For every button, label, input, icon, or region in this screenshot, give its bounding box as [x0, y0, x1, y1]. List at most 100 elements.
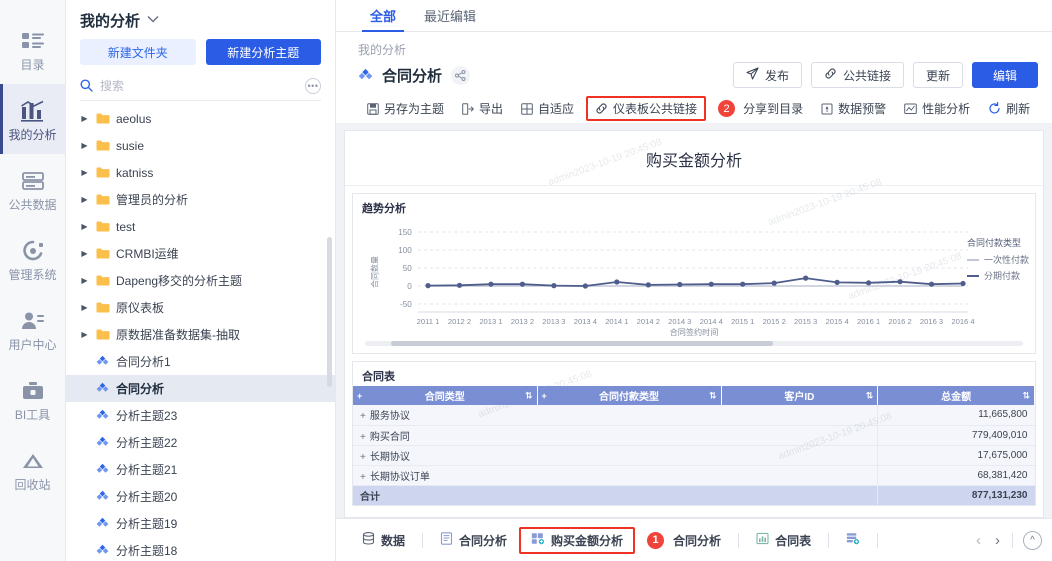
expand-triangle-icon[interactable]: ▶: [81, 222, 88, 231]
sidebar-item-my-analysis[interactable]: 我的分析: [0, 84, 66, 154]
svg-text:2016 2: 2016 2: [888, 317, 911, 326]
sort-icon[interactable]: ⇅: [1022, 390, 1030, 400]
expand-triangle-icon[interactable]: ▶: [81, 114, 88, 123]
performance-analysis-button[interactable]: 性能分析: [895, 97, 979, 120]
tree-topic-19[interactable]: 分析主题19: [66, 510, 335, 537]
chart-horizontal-scrollbar[interactable]: [365, 341, 1023, 346]
expand-plus-icon[interactable]: +: [360, 471, 366, 483]
expand-triangle-icon[interactable]: ▶: [81, 330, 88, 339]
tree-topic-22[interactable]: 分析主题22: [66, 429, 335, 456]
expand-plus-icon[interactable]: +: [360, 411, 366, 423]
chevron-right-icon[interactable]: ›: [995, 531, 1000, 549]
tree-folder-katniss[interactable]: ▶ katniss: [66, 159, 335, 186]
tree-folder-dapeng[interactable]: ▶ Dapeng移交的分析主题: [66, 267, 335, 294]
tree-topic-contract-analysis[interactable]: 合同分析: [66, 375, 335, 402]
sidebar-item-user-center[interactable]: 用户中心: [0, 294, 66, 364]
expand-triangle-icon[interactable]: ▶: [81, 249, 88, 258]
bottom-tab-contract-analysis[interactable]: 1 合同分析: [635, 528, 733, 553]
tree-topic-21[interactable]: 分析主题21: [66, 456, 335, 483]
tree-topic-contract-analysis-1[interactable]: 合同分析1: [66, 348, 335, 375]
public-data-icon: [20, 168, 46, 194]
tree-folder-test[interactable]: ▶ test: [66, 213, 335, 240]
expand-triangle-icon[interactable]: ▶: [81, 276, 88, 285]
expand-plus-icon[interactable]: +: [360, 431, 366, 443]
tree-topic-20[interactable]: 分析主题20: [66, 483, 335, 510]
sidebar-item-catalog[interactable]: 目录: [0, 14, 66, 84]
tree-scrollbar[interactable]: [327, 237, 332, 387]
refresh-button[interactable]: 刷新: [979, 97, 1039, 120]
sort-icon[interactable]: ⇅: [708, 390, 717, 400]
sidebar-item-recycle-bin[interactable]: 回收站: [0, 434, 66, 504]
cell-contract-type[interactable]: + 长期协议订单: [353, 465, 537, 486]
bottom-tab-contract-analysis-sheet[interactable]: 合同分析: [428, 528, 519, 553]
svg-text:0: 0: [407, 282, 412, 291]
cell-contract-type[interactable]: + 服务协议: [353, 405, 537, 426]
tree-item-label: 分析主题19: [116, 517, 178, 531]
share-icon[interactable]: [451, 65, 471, 85]
dashboard-icon: [531, 532, 545, 548]
chevron-down-icon[interactable]: [147, 15, 159, 26]
sort-icon[interactable]: ⇅: [865, 390, 874, 400]
expand-triangle-icon[interactable]: ▶: [81, 195, 88, 204]
cell-grand-total: 877,131,230: [877, 485, 1035, 505]
new-folder-button[interactable]: 新建文件夹: [80, 39, 196, 65]
col-contract-type[interactable]: + 合同类型 ⇅: [353, 386, 538, 405]
new-analysis-topic-button[interactable]: 新建分析主题: [205, 39, 321, 65]
expand-plus-icon[interactable]: +: [541, 390, 547, 401]
legend-item-installment[interactable]: 分期付款: [966, 269, 1029, 282]
expand-triangle-icon[interactable]: ▶: [81, 141, 88, 150]
trend-line-chart[interactable]: 150 100 50 0 -50 合同数量: [359, 218, 1029, 336]
expand-triangle-icon[interactable]: ▶: [81, 168, 88, 177]
col-customer-id[interactable]: 客户ID ⇅: [721, 386, 879, 405]
sidebar-item-public-data[interactable]: 公共数据: [0, 154, 66, 224]
tab-all[interactable]: 全部: [356, 0, 410, 32]
chart-plot-area[interactable]: 150 100 50 0 -50 合同数量: [353, 218, 1035, 336]
tree-topic-23[interactable]: 分析主题23: [66, 402, 335, 429]
save-as-topic-button[interactable]: 另存为主题: [358, 97, 453, 120]
tree-folder-original-dataset[interactable]: ▶ 原数据准备数据集-抽取: [66, 321, 335, 348]
add-dashboard-button[interactable]: [834, 528, 872, 552]
table-row[interactable]: + 长期协议订单 68,381,420: [353, 465, 1035, 486]
export-button[interactable]: 导出: [453, 97, 512, 120]
cell-contract-type[interactable]: + 购买合同: [353, 425, 537, 446]
dashboard-public-link-button[interactable]: 仪表板公共链接: [586, 96, 707, 121]
table-row[interactable]: + 长期协议 17,675,000: [353, 445, 1035, 466]
tree-topic-18[interactable]: 分析主题18: [66, 537, 335, 561]
col-total-amount[interactable]: 总金额 ⇅: [877, 386, 1035, 405]
share-to-catalog-button[interactable]: 2 分享到目录: [709, 97, 812, 120]
scrollbar-thumb[interactable]: [391, 341, 773, 346]
expand-plus-icon[interactable]: +: [360, 451, 366, 463]
update-button[interactable]: 更新: [912, 62, 963, 88]
sidebar-item-label: 用户中心: [8, 337, 57, 352]
table-row[interactable]: + 购买合同 779,409,010: [353, 425, 1035, 446]
bottom-tab-data[interactable]: 数据: [350, 528, 417, 553]
col-payment-type[interactable]: + 合同付款类型 ⇅: [537, 386, 722, 405]
public-link-button[interactable]: 公共链接: [810, 62, 904, 88]
bottom-tab-contract-table[interactable]: 合同表: [744, 528, 823, 553]
tree-action-buttons: 新建文件夹 新建分析主题: [66, 37, 335, 73]
tab-recent-edits[interactable]: 最近编辑: [424, 9, 477, 24]
data-alert-button[interactable]: 数据预警: [812, 97, 895, 120]
fit-to-screen-button[interactable]: 自适应: [512, 97, 583, 120]
publish-button[interactable]: 发布: [732, 62, 802, 88]
edit-button[interactable]: 编辑: [971, 62, 1038, 88]
tree-folder-crmbi[interactable]: ▶ CRMBI运维: [66, 240, 335, 267]
tree-folder-admin-analysis[interactable]: ▶ 管理员的分析: [66, 186, 335, 213]
legend-item-onetime[interactable]: 一次性付款: [966, 253, 1029, 266]
tree-folder-susie[interactable]: ▶ susie: [66, 132, 335, 159]
search-input[interactable]: 搜索: [100, 79, 125, 93]
expand-plus-icon[interactable]: +: [357, 390, 363, 401]
tree-folder-original-dashboard[interactable]: ▶ 原仪表板: [66, 294, 335, 321]
chevron-up-circle-icon[interactable]: ^: [1023, 530, 1042, 550]
chevron-left-icon[interactable]: ‹: [976, 531, 981, 549]
cell-contract-type[interactable]: + 长期协议: [353, 445, 537, 466]
sidebar-item-bi-tools[interactable]: BI工具: [0, 364, 66, 434]
bottom-tab-purchase-amount-analysis[interactable]: 购买金额分析: [519, 526, 636, 554]
table-row[interactable]: + 服务协议 11,665,800: [353, 405, 1035, 426]
sidebar-item-admin-system[interactable]: 管理系统: [0, 224, 66, 294]
expand-triangle-icon[interactable]: ▶: [81, 303, 88, 312]
tree-folder-aeolus[interactable]: ▶ aeolus: [66, 105, 335, 132]
more-options-icon[interactable]: •••: [305, 77, 321, 94]
sort-icon[interactable]: ⇅: [524, 390, 533, 400]
tree-search-bar[interactable]: 搜索 •••: [80, 73, 321, 101]
